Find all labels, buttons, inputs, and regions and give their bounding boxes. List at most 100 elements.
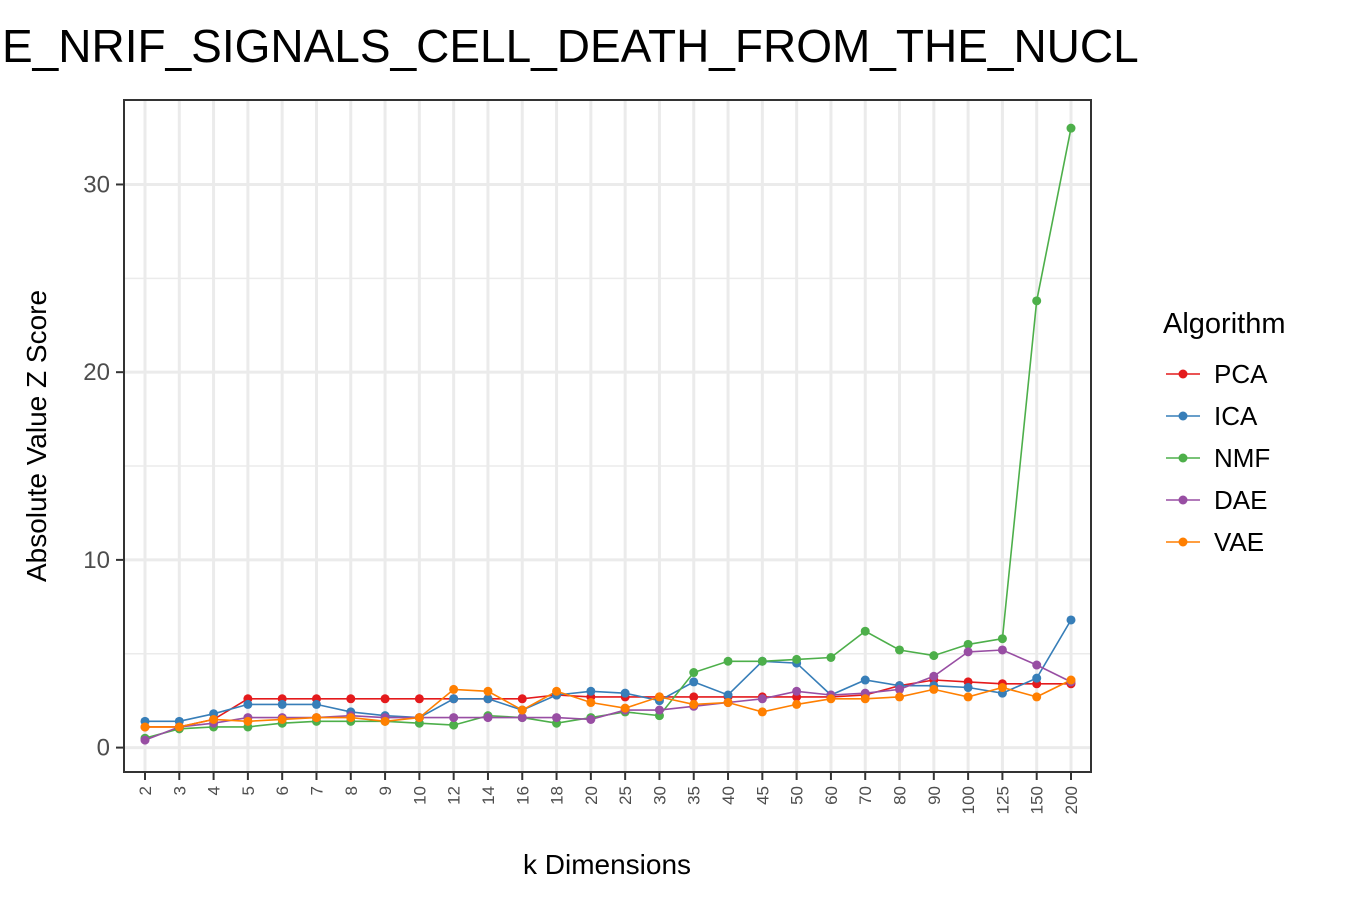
x-tick-label: 90	[925, 786, 944, 805]
x-tick-label: 9	[376, 786, 395, 795]
x-tick-label: 30	[650, 786, 669, 805]
data-point-vae	[963, 692, 973, 702]
data-point-vae	[449, 684, 459, 694]
data-point-dae	[929, 671, 939, 681]
x-tick-label: 35	[685, 786, 704, 805]
data-point-ica	[277, 699, 287, 709]
x-tick-label: 8	[342, 786, 361, 795]
data-point-nmf	[689, 668, 699, 678]
x-tick-label: 45	[753, 786, 772, 805]
grid	[124, 100, 1091, 772]
data-point-vae	[1066, 675, 1076, 685]
data-point-nmf	[723, 656, 733, 666]
data-point-vae	[1032, 692, 1042, 702]
x-tick-label: 12	[445, 786, 464, 805]
x-tick-label: 100	[959, 786, 978, 814]
data-point-vae	[997, 683, 1007, 693]
data-point-dae	[449, 713, 459, 723]
data-point-pca	[689, 692, 699, 702]
data-point-nmf	[757, 656, 767, 666]
legend-label-ica: ICA	[1214, 401, 1258, 431]
data-point-vae	[826, 694, 836, 704]
data-point-vae	[895, 692, 905, 702]
legend-label-nmf: NMF	[1214, 443, 1270, 473]
data-point-dae	[586, 714, 596, 724]
x-tick-label: 80	[891, 786, 910, 805]
data-point-vae	[517, 705, 527, 715]
data-point-vae	[483, 686, 493, 696]
data-point-nmf	[1032, 296, 1042, 306]
data-point-vae	[860, 694, 870, 704]
x-tick-label: 2	[136, 786, 155, 795]
data-point-vae	[243, 716, 253, 726]
x-tick-label: 16	[513, 786, 532, 805]
data-point-vae	[552, 686, 562, 696]
x-tick-label: 25	[616, 786, 635, 805]
data-point-ica	[620, 688, 630, 698]
data-point-vae	[414, 713, 424, 723]
data-point-vae	[654, 692, 664, 702]
data-point-nmf	[449, 720, 459, 730]
chart-title: E_NRIF_SIGNALS_CELL_DEATH_FROM_THE_NUCL	[2, 20, 1139, 72]
data-point-pca	[380, 694, 390, 704]
data-point-dae	[517, 713, 527, 723]
data-point-nmf	[792, 654, 802, 664]
series-line-vae	[145, 679, 1072, 728]
data-point-ica	[689, 677, 699, 687]
data-point-vae	[140, 722, 150, 732]
x-tick-label: 40	[719, 786, 738, 805]
series-line-ica	[145, 619, 1072, 723]
data-point-dae	[552, 713, 562, 723]
legend-items: PCA ICA NMF DAE VAE	[1166, 359, 1270, 557]
data-point-ica	[1066, 615, 1076, 625]
x-tick-label: 6	[273, 786, 292, 795]
x-tick-label: 60	[822, 786, 841, 805]
x-tick-label: 150	[1028, 786, 1047, 814]
data-point-vae	[209, 714, 219, 724]
x-tick-label: 10	[410, 786, 429, 805]
data-point-dae	[792, 686, 802, 696]
y-tick-label: 0	[97, 735, 110, 762]
data-point-ica	[963, 683, 973, 693]
data-point-vae	[174, 722, 184, 732]
data-point-vae	[311, 713, 321, 723]
data-point-vae	[792, 699, 802, 709]
data-point-ica	[1032, 673, 1042, 683]
x-tick-label: 70	[856, 786, 875, 805]
data-point-dae	[654, 705, 664, 715]
series-lines	[140, 123, 1076, 745]
data-point-nmf	[963, 639, 973, 649]
legend-label-pca: PCA	[1214, 359, 1268, 389]
data-point-ica	[483, 694, 493, 704]
data-point-dae	[895, 684, 905, 694]
plot-panel-border	[123, 99, 1092, 773]
legend-key-point-nmf	[1178, 453, 1188, 463]
legend-label-dae: DAE	[1214, 485, 1267, 515]
legend-title: Algorithm	[1163, 308, 1286, 340]
x-tick-label: 3	[170, 786, 189, 795]
legend-key-point-ica	[1178, 411, 1188, 421]
data-point-dae	[1032, 660, 1042, 670]
data-point-pca	[517, 694, 527, 704]
x-tick-label: 5	[239, 786, 258, 795]
y-tick-label: 30	[83, 171, 110, 198]
legend-key-point-dae	[1178, 495, 1188, 505]
x-tick-label: 200	[1062, 786, 1081, 814]
x-tick-label: 18	[548, 786, 567, 805]
data-point-ica	[311, 699, 321, 709]
data-point-vae	[723, 698, 733, 708]
x-axis-label: k Dimensions	[523, 849, 691, 880]
data-point-dae	[963, 647, 973, 657]
data-point-nmf	[997, 634, 1007, 644]
data-point-vae	[586, 698, 596, 708]
x-tick-label: 125	[993, 786, 1012, 814]
x-tick-label: 20	[582, 786, 601, 805]
data-point-vae	[620, 703, 630, 713]
data-point-nmf	[895, 645, 905, 655]
data-point-vae	[757, 707, 767, 717]
data-point-ica	[723, 690, 733, 700]
data-point-dae	[757, 694, 767, 704]
